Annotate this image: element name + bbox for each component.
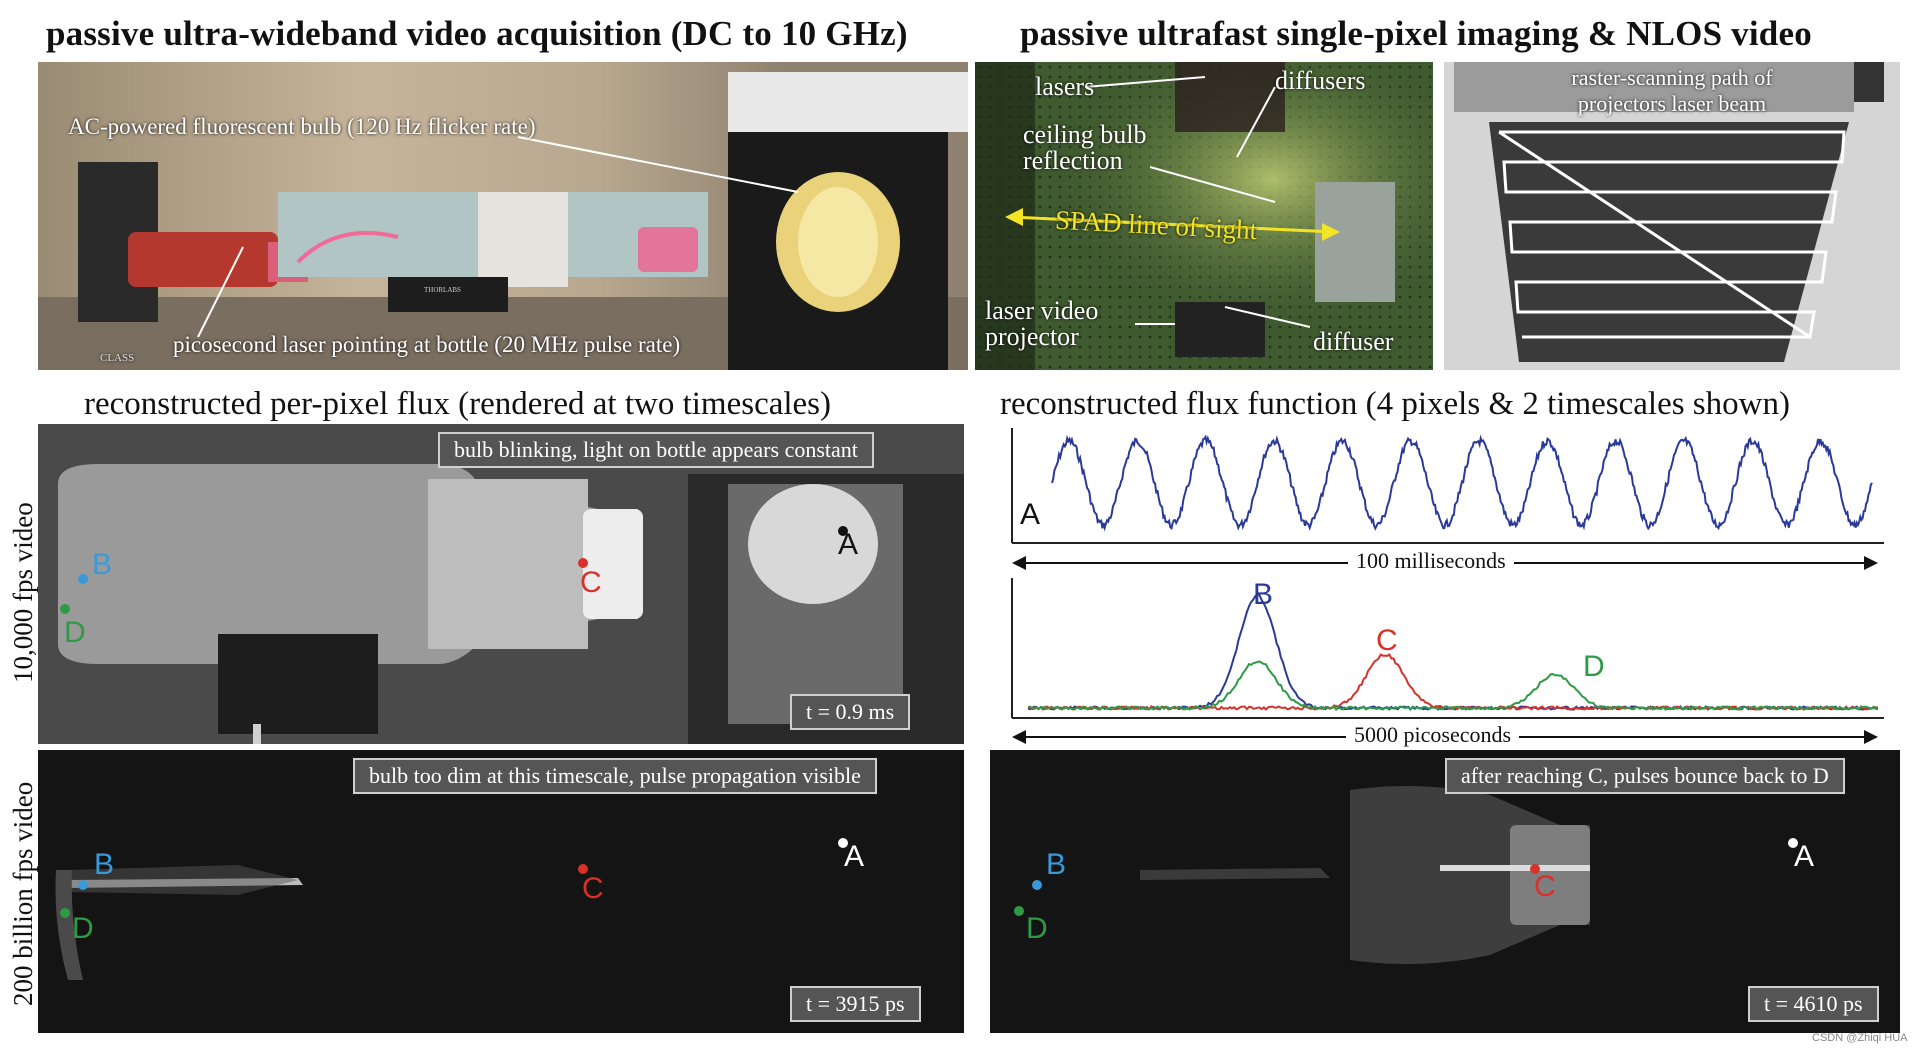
raster-caption: raster-scanning path of projectors laser… [1444,65,1900,117]
lasers-label: lasers [1035,72,1095,101]
point-b-label: B [94,848,115,881]
point-d-label: D [64,616,86,649]
row-label-top: 10,000 fps video [8,502,38,683]
chart-bcd-svg [1011,578,1884,719]
optical-table-photo: lasers diffusers ceiling bulb reflection… [975,62,1433,370]
chart-a-svg [1011,428,1884,544]
series-c-label: C [1376,624,1398,657]
series-c-line [1027,653,1879,711]
point-c-marker [1530,864,1540,874]
point-d-marker [60,908,70,918]
chart-pixels-bcd: B C D [1008,578,1888,723]
bulb-label: AC-powered fluorescent bulb (120 Hz flic… [68,114,536,139]
chart-a-label: A [1020,498,1041,531]
chart-a-timescale-label: 100 milliseconds [1348,548,1514,574]
frame3-time: t = 4610 ps [1748,986,1879,1022]
series-b-line [1027,593,1879,711]
point-d-marker [1014,906,1024,916]
frame-10k-fps: bulb blinking, light on bottle appears c… [38,424,964,744]
chart-pixel-a: A [1008,428,1888,548]
projector-line2: projector [985,322,1079,351]
watermark: CSDN @Zhiqi HUA [1812,1032,1908,1044]
ceiling-line1: ceiling bulb [1023,120,1147,149]
raster-scan-art [1454,62,1884,362]
sign-text: THORLABS [424,286,461,294]
projector-label: laser video projector [985,298,1098,350]
point-c-label: C [582,872,604,905]
setup-photo: AC-powered fluorescent bulb (120 Hz flic… [38,62,968,370]
frame2-caption: bulb too dim at this timescale, pulse pr… [353,758,877,794]
point-a-label: A [1794,840,1815,873]
diffusers-label: diffusers [1275,66,1366,95]
point-d-label: D [72,912,94,945]
chart-bcd-timescale-label: 5000 picoseconds [1346,722,1520,748]
ceiling-reflection-label: ceiling bulb reflection [1023,122,1146,174]
point-a-label: A [838,528,859,561]
point-b-marker [78,574,88,584]
point-b-label: B [92,548,113,581]
raster-scan-photo: raster-scanning path of projectors laser… [1444,62,1900,370]
frame3-art [1140,786,1590,964]
point-b-marker [78,880,88,890]
point-b-label: B [1046,848,1067,881]
point-a-marker [1788,838,1798,848]
title-single-pixel: passive ultrafast single-pixel imaging &… [1020,14,1812,53]
point-c-label: C [580,566,602,599]
optical-table-art [975,62,1433,370]
row-label-bottom: 200 billion fps video [8,781,38,1006]
frame1-caption: bulb blinking, light on bottle appears c… [438,432,874,468]
raster-line1: raster-scanning path of [1571,65,1773,90]
point-d-label: D [1026,912,1048,945]
frame-200b-fps-late: after reaching C, pulses bounce back to … [990,750,1900,1033]
projector-line1: laser video [985,296,1099,325]
frame2-time: t = 3915 ps [790,986,921,1022]
frame-200b-fps-early: bulb too dim at this timescale, pulse pr… [38,750,964,1033]
ceiling-line2: reflection [1023,146,1123,175]
point-c-marker [578,558,588,568]
point-c-label: C [1534,870,1556,903]
point-a-marker [838,526,848,536]
raster-lines [1498,130,1846,339]
class-text: CLASS [100,352,135,364]
point-d-marker [60,604,70,614]
frame2-art [55,865,303,980]
laser-label: picosecond laser pointing at bottle (20 … [173,332,681,357]
raster-line2: projectors laser beam [1577,91,1767,116]
title-flux-function: reconstructed flux function (4 pixels & … [1000,386,1790,422]
series-b-label: B [1253,578,1274,611]
frame3-caption: after reaching C, pulses bounce back to … [1445,758,1845,794]
point-a-marker [838,838,848,848]
frame1-time: t = 0.9 ms [790,694,911,730]
series-d-line [1027,660,1879,712]
title-acquisition: passive ultra-wideband video acquisition… [46,14,908,53]
point-c-marker [578,864,588,874]
diffuser-label: diffuser [1313,327,1394,356]
point-a-label: A [844,840,865,873]
series-a-line [1051,434,1873,532]
setup-photo-art [38,72,968,370]
point-b-marker [1032,880,1042,890]
title-per-pixel-flux: reconstructed per-pixel flux (rendered a… [84,386,832,422]
series-d-label: D [1583,650,1605,683]
